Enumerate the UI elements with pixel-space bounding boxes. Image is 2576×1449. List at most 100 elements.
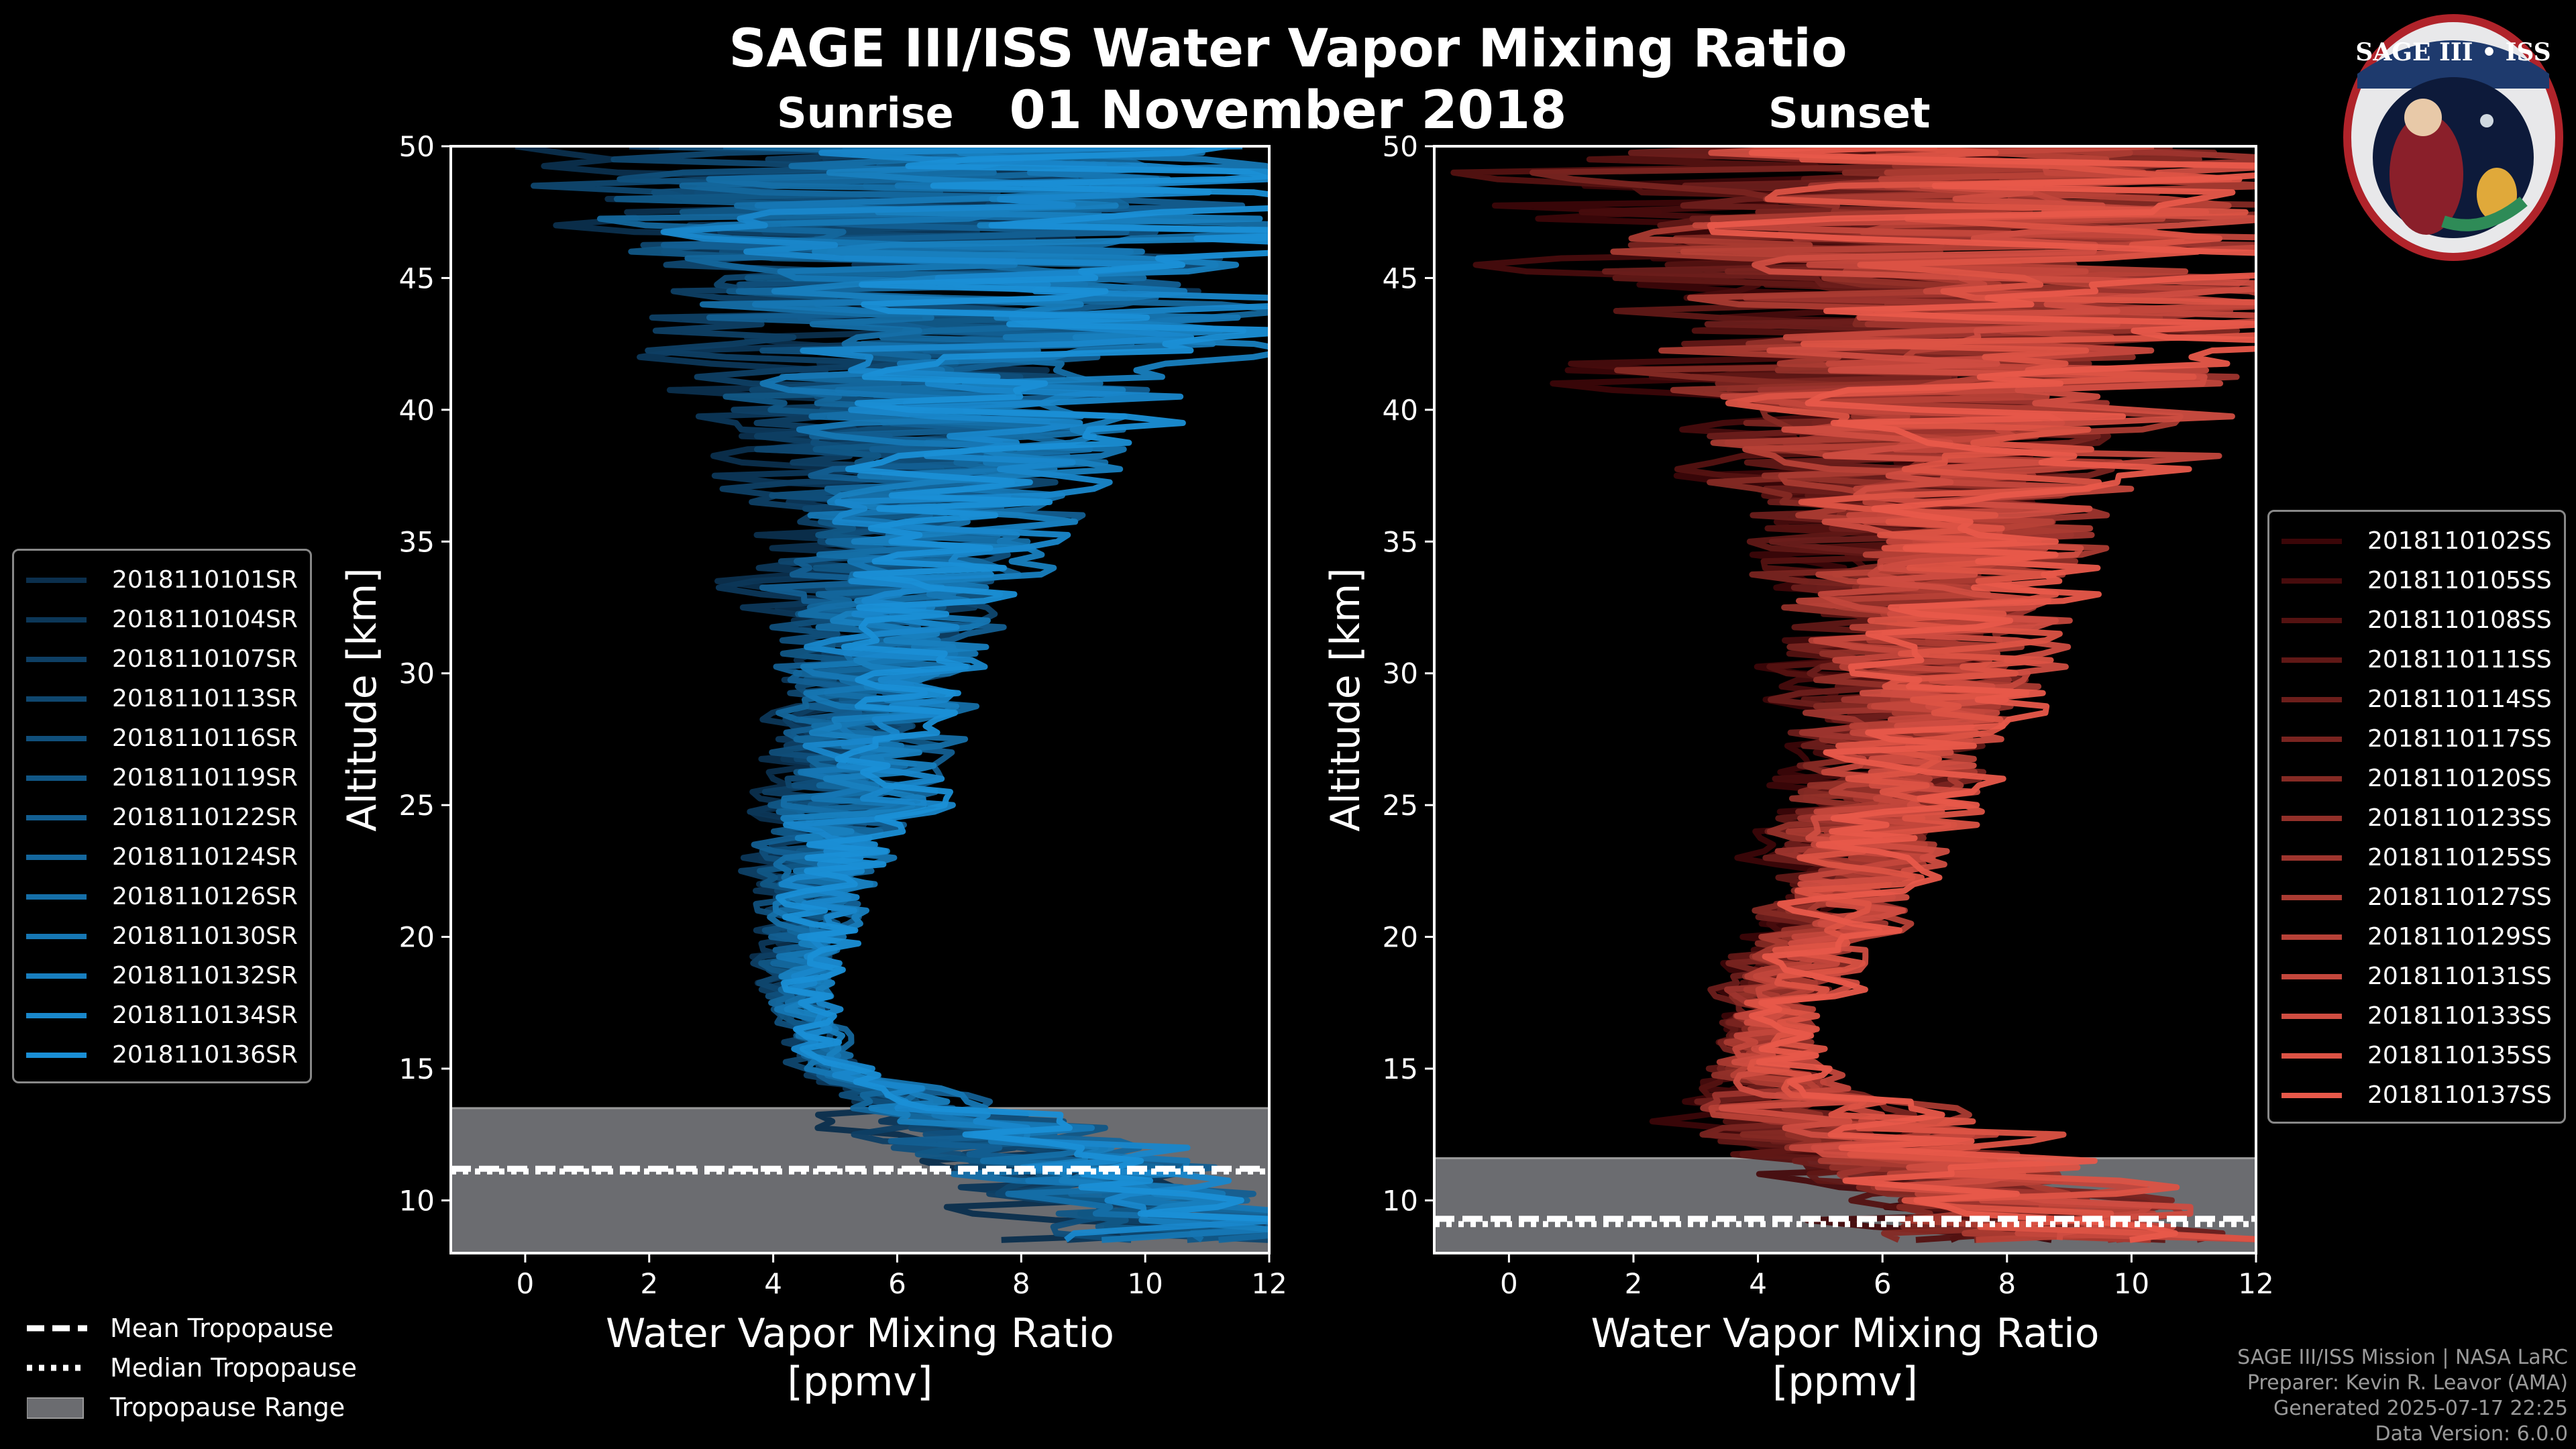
legend-label: 2018110134SR — [112, 1002, 298, 1029]
legend-item: 2018110117SS — [2282, 719, 2552, 759]
x-tick-label: 6 — [1874, 1267, 1892, 1300]
legend-item: 2018110113SR — [26, 679, 298, 718]
legend-label: Median Tropopause — [110, 1352, 357, 1383]
y-axis-label: Altitude [km] — [1322, 568, 1369, 832]
y-tick-label: 20 — [399, 921, 435, 954]
sunset-subtitle: Sunset — [1768, 89, 1931, 138]
legend-label: 2018110119SR — [112, 764, 298, 792]
chart-date: 01 November 2018 — [1009, 80, 1567, 141]
y-tick-label: 20 — [1383, 921, 1418, 954]
legend-item: 2018110101SR — [26, 560, 298, 600]
legend-swatch — [2282, 973, 2342, 979]
plot-frame — [1433, 145, 2257, 1254]
profiles — [515, 146, 1269, 1243]
legend-swatch — [2282, 894, 2342, 900]
legend-item: 2018110107SR — [26, 639, 298, 679]
y-tick-label: 25 — [1383, 789, 1418, 822]
y-tick-label: 45 — [1383, 262, 1418, 294]
legend-swatch — [26, 854, 87, 860]
legend-label: 2018110116SR — [112, 724, 298, 752]
y-tick-label: 30 — [1383, 657, 1418, 690]
y-axis-label: Altitude [km] — [339, 568, 386, 832]
legend-item: 2018110135SS — [2282, 1036, 2552, 1075]
legend-label: 2018110136SR — [112, 1041, 298, 1069]
legend-swatch — [2282, 617, 2342, 623]
y-tick-label: 35 — [1383, 525, 1418, 558]
y-tick-label: 40 — [1383, 394, 1418, 427]
legend-swatch — [2282, 1053, 2342, 1059]
legend-swatch — [26, 814, 87, 820]
y-tick-label: 10 — [1383, 1184, 1418, 1217]
panel-sunset: 0 2 4 6 8 10 12 10 15 20 25 30 35 40 45 50 Water Vapor M… — [1322, 130, 2274, 1405]
y-tick-label: 10 — [399, 1184, 435, 1217]
legend-item: 2018110137SS — [2282, 1075, 2552, 1115]
legend-label: 2018110125SS — [2367, 844, 2552, 871]
y-tick-label: 40 — [399, 394, 435, 427]
legend-swatch — [2282, 775, 2342, 782]
legend-swatch — [26, 735, 87, 741]
legend-item: 2018110132SR — [26, 956, 298, 996]
credit-line: SAGE III/ISS Mission | NASA LaRC — [2237, 1346, 2568, 1369]
legend-swatch — [26, 1012, 87, 1018]
legend-label: 2018110127SS — [2367, 883, 2552, 911]
x-tick-label: 10 — [2114, 1267, 2149, 1300]
legend-label: 2018110114SS — [2367, 686, 2552, 713]
chart-title: SAGE III/ISS Water Vapor Mixing Ratio — [729, 19, 1847, 79]
legend-tropopause-range: Tropopause Range — [27, 1387, 357, 1427]
legend-label: 2018110108SS — [2367, 606, 2552, 634]
y-tick-label: 35 — [399, 525, 435, 558]
legend-label: 2018110102SS — [2367, 527, 2552, 555]
legend-label: 2018110130SR — [112, 922, 298, 950]
y-tick-label: 25 — [399, 789, 435, 822]
legend-item: 2018110116SR — [26, 718, 298, 758]
legend-item: 2018110133SS — [2282, 996, 2552, 1036]
legend-item: 2018110122SR — [26, 798, 298, 837]
legend-mean-tropopause: Mean Tropopause — [27, 1308, 357, 1348]
legend-label: 2018110132SR — [112, 962, 298, 989]
legend-item: 2018110124SR — [26, 837, 298, 877]
legend-swatch — [26, 577, 87, 583]
legend-item: 2018110130SR — [26, 916, 298, 956]
y-tick-label: 50 — [399, 130, 435, 163]
legend-swatch — [2282, 815, 2342, 821]
legend-swatch — [2282, 736, 2342, 742]
legend-swatch — [2282, 934, 2342, 940]
y-tick-label: 15 — [399, 1053, 435, 1085]
x-axis-label: Water Vapor Mixing Ratio — [1591, 1310, 2100, 1357]
x-axis-label: Water Vapor Mixing Ratio — [606, 1310, 1114, 1357]
x-tick-label: 2 — [1625, 1267, 1643, 1300]
legend-label: 2018110131SS — [2367, 963, 2552, 990]
x-tick-label: 12 — [1251, 1267, 1287, 1300]
legend-item: 2018110111SS — [2282, 640, 2552, 680]
legend-item: 2018110120SS — [2282, 759, 2552, 798]
x-tick-label: 6 — [888, 1267, 906, 1300]
legend-label: 2018110133SS — [2367, 1002, 2552, 1030]
sage-mission-logo: SAGE III • ISS — [2343, 14, 2563, 261]
y-tick-label: 15 — [1383, 1053, 1418, 1085]
x-tick-label: 0 — [1500, 1267, 1518, 1300]
legend-item: 2018110127SS — [2282, 877, 2552, 917]
legend-label: 2018110105SS — [2367, 567, 2552, 594]
legend-label: 2018110122SR — [112, 804, 298, 831]
legend-swatch — [26, 656, 87, 662]
x-tick-label: 10 — [1127, 1267, 1163, 1300]
sunrise-subtitle: Sunrise — [777, 89, 954, 138]
legend-label: Mean Tropopause — [110, 1313, 334, 1343]
legend-label: 2018110101SR — [112, 566, 298, 594]
legend-item: 2018110108SS — [2282, 600, 2552, 640]
x-tick-label: 8 — [1012, 1267, 1030, 1300]
legend-label: 2018110124SR — [112, 843, 298, 871]
x-axis-label: [ppmv] — [788, 1358, 933, 1405]
legend-label: 2018110126SR — [112, 883, 298, 910]
legend-label: 2018110137SS — [2367, 1081, 2552, 1109]
legend-item: 2018110131SS — [2282, 957, 2552, 996]
y-tick-label: 50 — [1383, 130, 1418, 163]
x-tick-label: 4 — [764, 1267, 782, 1300]
credit-line: Data Version: 6.0.0 — [2375, 1422, 2568, 1446]
sunset-legend: 2018110102SS 2018110105SS 2018110108SS 2018… — [2267, 510, 2566, 1124]
legend-item: 2018110102SS — [2282, 521, 2552, 561]
legend-swatch — [2282, 578, 2342, 584]
legend-swatch — [2282, 1013, 2342, 1019]
legend-item: 2018110126SR — [26, 877, 298, 916]
